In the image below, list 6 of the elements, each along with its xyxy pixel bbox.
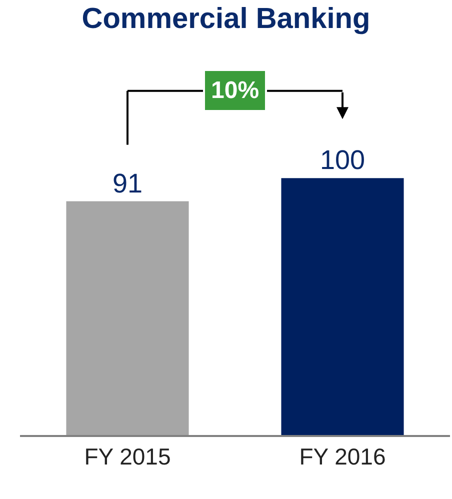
- x-tick-label: FY 2015: [84, 443, 171, 470]
- data-label: 91: [112, 168, 143, 198]
- data-label: 100: [320, 145, 366, 176]
- x-tick-label: FY 2016: [299, 443, 386, 470]
- text: 10%: [211, 77, 260, 104]
- chart-title: Commercial Banking: [82, 2, 370, 35]
